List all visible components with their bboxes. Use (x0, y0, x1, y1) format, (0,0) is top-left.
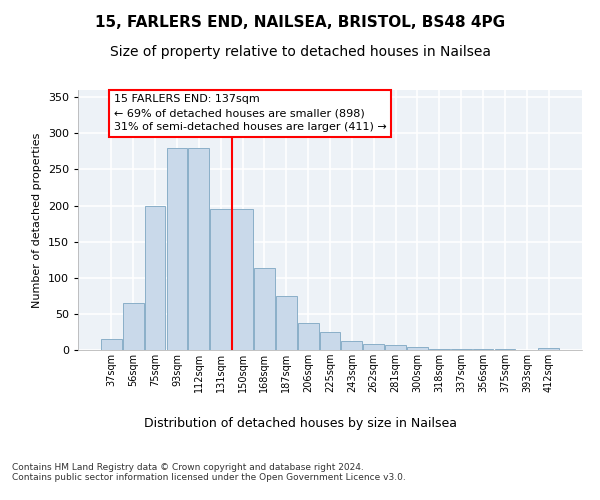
Bar (101, 339, 122, 350)
Bar (429, 348, 450, 350)
Bar (167, 148, 187, 350)
Bar (188, 148, 209, 350)
Bar (210, 209, 231, 350)
Text: Size of property relative to detached houses in Nailsea: Size of property relative to detached ho… (110, 45, 491, 59)
Text: Distribution of detached houses by size in Nailsea: Distribution of detached houses by size … (143, 417, 457, 430)
Bar (320, 332, 340, 350)
Text: 15, FARLERS END, NAILSEA, BRISTOL, BS48 4PG: 15, FARLERS END, NAILSEA, BRISTOL, BS48 … (95, 15, 505, 30)
Bar (276, 296, 296, 350)
Bar (254, 268, 275, 350)
Text: Contains HM Land Registry data © Crown copyright and database right 2024.: Contains HM Land Registry data © Crown c… (12, 464, 364, 472)
Y-axis label: Number of detached properties: Number of detached properties (32, 132, 42, 308)
Bar (407, 347, 428, 350)
Bar (341, 340, 362, 350)
Text: 15 FARLERS END: 137sqm
← 69% of detached houses are smaller (898)
31% of semi-de: 15 FARLERS END: 137sqm ← 69% of detached… (114, 94, 386, 132)
Bar (145, 206, 166, 350)
Bar (232, 209, 253, 350)
Bar (123, 303, 143, 350)
Bar (364, 344, 384, 350)
Bar (538, 348, 559, 350)
Bar (298, 322, 319, 350)
Bar (385, 345, 406, 350)
Text: Contains public sector information licensed under the Open Government Licence v3: Contains public sector information licen… (12, 474, 406, 482)
